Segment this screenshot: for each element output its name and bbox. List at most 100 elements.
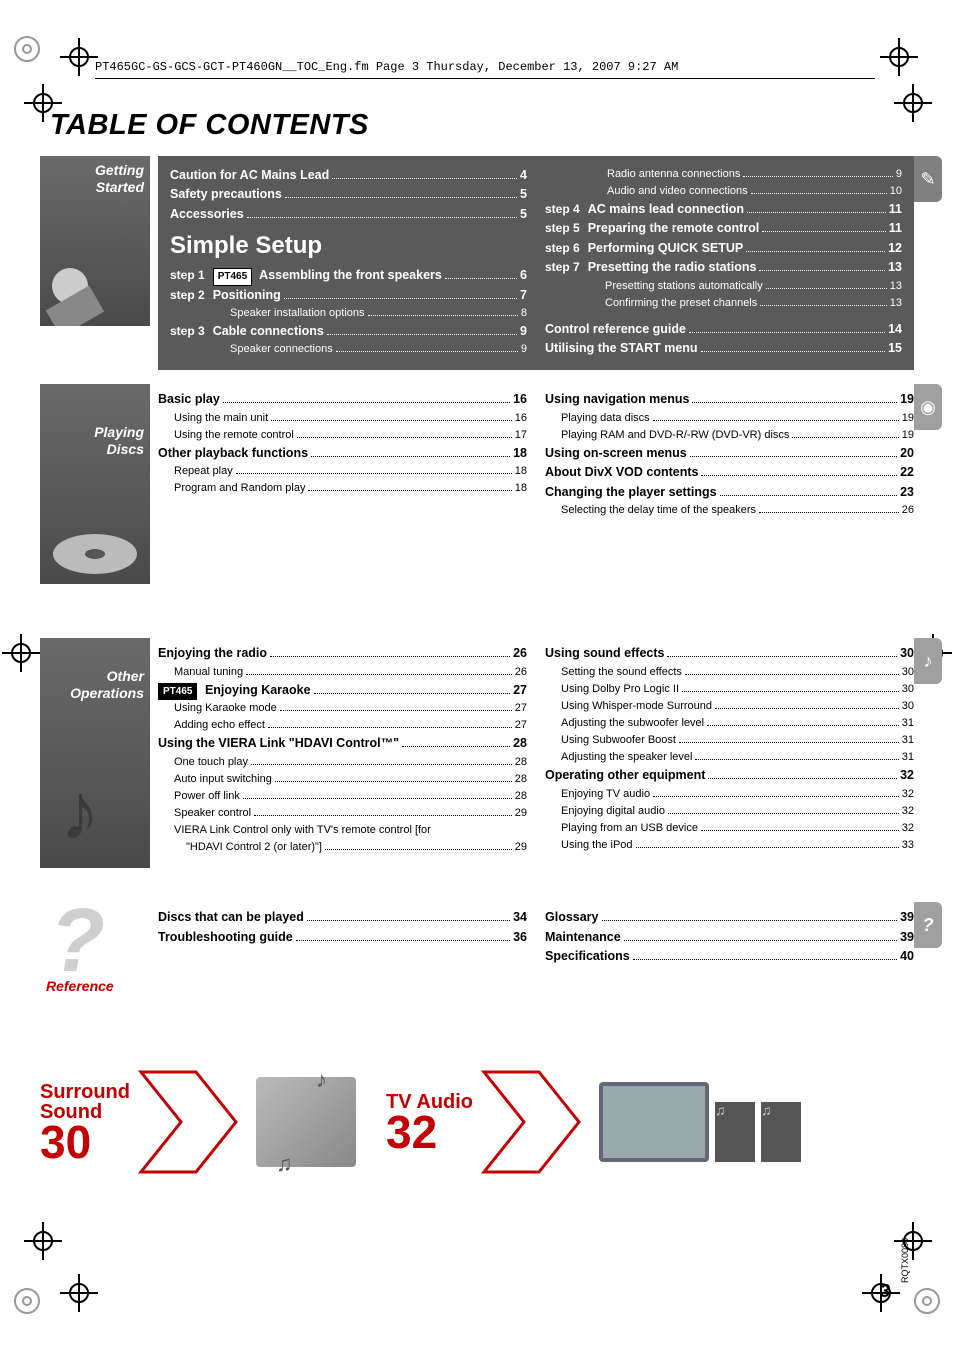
- col-left: Discs that can be played34Troubleshootin…: [158, 908, 527, 966]
- music-note-icon: ♫: [715, 1102, 726, 1118]
- speaker-illustration: ♪ ♫: [256, 1077, 356, 1167]
- promo-page: 32: [386, 1112, 473, 1153]
- toc-line: Enjoying digital audio32: [545, 803, 914, 820]
- sidebar-getting-started: Getting Started: [40, 156, 150, 326]
- toc-line: Using Karaoke mode27: [158, 700, 527, 717]
- toc-line: Using the iPod33: [545, 837, 914, 854]
- toc-line: One touch play28: [158, 754, 527, 771]
- toc-step-line: step 5Preparing the remote control11: [545, 219, 902, 238]
- toc-line: Using the remote control17: [158, 427, 527, 444]
- sidebar-playing-discs: Playing Discs: [40, 384, 150, 584]
- tag-box: PT465: [213, 268, 252, 286]
- toc-line: Other playback functions18: [158, 444, 527, 463]
- toc-line: Specifications40: [545, 947, 914, 966]
- toc-line: Maintenance39: [545, 928, 914, 947]
- toc-line: Setting the sound effects30: [545, 664, 914, 681]
- sidebar-label: Getting Started: [44, 162, 144, 196]
- bottom-banner: Surround Sound 30 ♪ ♫ TV Audio 32 ♫ ♫: [40, 1052, 914, 1192]
- page: PT465GC-GS-GCS-GCT-PT460GN__TOC_Eng.fm P…: [0, 0, 954, 1350]
- tab-other-operations: ♪: [914, 638, 942, 684]
- toc-line: Radio antenna connections9: [591, 166, 902, 183]
- toc-line: Accessories5: [170, 205, 527, 224]
- section-other-operations: Other Operations ♪ ♪ Enjoying the radio2…: [40, 638, 914, 868]
- toc-line: PT465 Enjoying Karaoke27: [158, 681, 527, 701]
- tv-illustration: ♫ ♫: [599, 1082, 801, 1162]
- simple-setup-heading: Simple Setup: [170, 232, 527, 260]
- toc-line: Basic play16: [158, 390, 527, 409]
- toc-step-line: step 3Cable connections9: [170, 322, 527, 341]
- music-note-icon: ♫: [761, 1102, 772, 1118]
- toc-line: Playing RAM and DVD-R/-RW (DVD-VR) discs…: [545, 427, 914, 444]
- toc-step-line: step 2Positioning7: [170, 286, 527, 305]
- toc-line: Manual tuning26: [158, 664, 527, 681]
- toc-line: Using Whisper-mode Surround30: [545, 698, 914, 715]
- col-left: Enjoying the radio26Manual tuning26PT465…: [158, 644, 527, 856]
- toc-line: About DivX VOD contents22: [545, 463, 914, 482]
- promo-page: 30: [40, 1122, 130, 1163]
- col-right: Glossary39Maintenance39Specifications40: [545, 908, 914, 966]
- music-note-icon: ♪: [60, 766, 100, 858]
- toc-line: Adjusting the subwoofer level31: [545, 715, 914, 732]
- toc-line: VIERA Link Control only with TV's remote…: [158, 822, 527, 839]
- toc-line: Using the VIERA Link "HDAVI Control™"28: [158, 734, 527, 753]
- tab-playing-discs: ◉: [914, 384, 942, 430]
- arrow-icon: [136, 1062, 246, 1182]
- toc-line: Playing from an USB device32: [545, 820, 914, 837]
- sidebar-reference: ? Reference: [40, 902, 150, 1022]
- toc-line: Confirming the preset channels13: [545, 295, 902, 312]
- col-right: Using sound effects30Setting the sound e…: [545, 644, 914, 856]
- disc-icon: [40, 474, 150, 584]
- toc-line: Safety precautions5: [170, 185, 527, 204]
- toc-step-line: step 6Performing QUICK SETUP12: [545, 239, 902, 258]
- music-note-icon: ♪: [316, 1067, 327, 1093]
- col-left: Basic play16Using the main unit16Using t…: [158, 390, 527, 519]
- dark-block: ✎ Caution for AC Mains Lead4Safety preca…: [158, 156, 914, 370]
- music-note-icon: ♫: [276, 1151, 293, 1177]
- page-number: 3: [880, 1281, 890, 1302]
- toc-line: Changing the player settings23: [545, 483, 914, 502]
- page-title: TABLE OF CONTENTS: [50, 109, 914, 142]
- toc-step-line: step 7Presetting the radio stations13: [545, 258, 902, 277]
- toc-line: Speaker installation options8: [170, 305, 527, 322]
- sidebar-label: Other Operations: [44, 668, 144, 702]
- arrow-icon: [479, 1062, 589, 1182]
- toc-line: Enjoying TV audio32: [545, 786, 914, 803]
- toc-step-line: step 4AC mains lead connection11: [545, 200, 902, 219]
- promo-tvaudio: TV Audio 32 ♫ ♫: [386, 1062, 801, 1182]
- toc-line: Speaker control29: [158, 805, 527, 822]
- tab-reference: ?: [914, 902, 942, 948]
- toc-line: Repeat play18: [158, 463, 527, 480]
- toc-line: Selecting the delay time of the speakers…: [545, 502, 914, 519]
- toc-line: Auto input switching28: [158, 771, 527, 788]
- col-right: Using navigation menus19Playing data dis…: [545, 390, 914, 519]
- section-reference: ? Reference ? Discs that can be played34…: [40, 902, 914, 1022]
- toc-line: Discs that can be played34: [158, 908, 527, 927]
- toc-line: Using navigation menus19: [545, 390, 914, 409]
- section-playing-discs: Playing Discs ◉ Basic play16Using the ma…: [40, 384, 914, 584]
- sidebar-label: Reference: [46, 978, 144, 995]
- toc-line: Enjoying the radio26: [158, 644, 527, 663]
- sidebar-other-operations: Other Operations ♪: [40, 638, 150, 868]
- toc-line: Playing data discs19: [545, 410, 914, 427]
- section-getting-started: Getting Started ✎ Caution for AC Mains L…: [40, 156, 914, 370]
- tag-box: PT465: [158, 683, 197, 701]
- toc-line: Utilising the START menu15: [545, 339, 902, 358]
- col-left: Caution for AC Mains Lead4Safety precaut…: [170, 166, 527, 358]
- toc-line: Using on-screen menus20: [545, 444, 914, 463]
- toc-line: Speaker connections9: [170, 341, 527, 358]
- toc-line: Using Dolby Pro Logic II30: [545, 681, 914, 698]
- sidebar-label: Playing Discs: [44, 424, 144, 458]
- col-right: Radio antenna connections9Audio and vide…: [545, 166, 902, 358]
- toc-line: Adding echo effect27: [158, 717, 527, 734]
- connector-icon: [40, 186, 150, 326]
- toc-line: Caution for AC Mains Lead4: [170, 166, 527, 185]
- toc-line: Audio and video connections10: [591, 183, 902, 200]
- toc-line: Operating other equipment32: [545, 766, 914, 785]
- toc-line: Control reference guide14: [545, 320, 902, 339]
- toc-line: Troubleshooting guide36: [158, 928, 527, 947]
- toc-line: "HDAVI Control 2 (or later)"]29: [158, 839, 527, 856]
- toc-step-line: step 1PT465 Assembling the front speaker…: [170, 266, 527, 286]
- promo-surround: Surround Sound 30 ♪ ♫: [40, 1062, 356, 1182]
- toc-line: Using the main unit16: [158, 410, 527, 427]
- tab-getting-started: ✎: [914, 156, 942, 202]
